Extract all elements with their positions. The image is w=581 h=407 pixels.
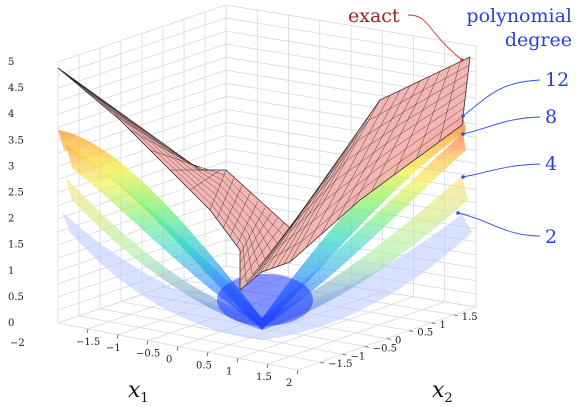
y-tick-label: 1 [440,320,446,331]
exact-surface [57,56,471,291]
z-tick-label: 1.5 [8,240,24,251]
leader-degree-12 [462,79,541,117]
z-tick-label: 4 [8,109,14,120]
gridline-floor [237,296,414,359]
y-axis-ticks: −1.5−1 −0.50 0.5 1 1.5 [320,312,478,370]
x-tick-label: −1 [106,343,121,354]
x2-axis-label: x2 [432,378,453,402]
surface-bowl-bottom [217,274,313,326]
degree-label-2: 2 [545,226,557,248]
exact-mesh-line [57,67,466,268]
x-tick-label: 1.5 [256,372,272,383]
x-tick-mark [296,369,299,375]
x-tick-mark [116,334,119,339]
surface-degree-8 [66,133,466,328]
exact-surface-fill [57,56,471,291]
y-tick-mark [453,314,458,317]
surface-degree-2 [62,212,472,340]
x1-axis-label: x1 [128,378,149,402]
leader-degree-4 [462,163,541,178]
x-axis-ticks: −1.5 −1 −0.5 0 0.5 1 1.5 2 [76,328,299,389]
degree-label-8: 8 [545,106,557,128]
z-tick-label: 2 [8,214,14,225]
y-tick-mark [342,353,347,356]
x-tick-label: 1 [226,366,232,377]
exact-leader-dot [460,58,464,62]
z-tick-label: 2.5 [8,188,24,199]
z-tick-label: 1 [8,266,14,277]
leader-dot-4 [461,175,465,179]
z-tick-label: 0 [8,318,14,329]
x-tick-label: 2 [286,378,292,389]
y-tick-label: −0.5 [373,343,397,354]
z-tick-label: 3 [8,161,14,172]
y-tick-label: 0.5 [417,328,433,339]
poly-title-line2: degree [505,29,572,51]
x-tick-label: −1.5 [76,337,100,348]
z-tick-label: 0.5 [8,292,24,303]
z-tick-label: 5 [8,57,14,68]
leader-degree-2 [457,212,541,237]
leader-degree-8 [462,116,541,135]
z-axis-ticks: 0 0.5 1 1.5 2 2.5 3 3.5 4 4.5 5 [8,57,24,329]
x-tick-mark [176,346,179,351]
y-tick-label: −1 [351,351,366,362]
gridline-floor [267,301,445,365]
y-tick-label: −1.5 [328,359,352,370]
exact-leader-line [407,14,463,61]
x-tick-mark [236,358,239,363]
x-tick-label: −0.5 [136,349,160,360]
x-tick-mark [86,328,89,333]
y-tick-mark [386,338,392,340]
y-tick-label: 1.5 [462,312,478,323]
surface-degree-4 [66,176,468,330]
exact-mesh-line [57,67,465,276]
degree-label-12: 12 [545,69,569,91]
leader-dot-2 [456,211,460,215]
leader-dot-8 [461,132,465,136]
leader-dot-12 [461,114,465,118]
y-tick-mark [409,330,414,333]
x-tick-label: 0.5 [196,360,212,371]
x-tick-mark [206,352,209,357]
exact-surface-mesh [57,61,470,287]
x-tick-label: 0 [166,355,172,366]
y-tick-mark [364,345,369,348]
poly-title-line1: polynomial [466,5,572,27]
z-tick-label: 3.5 [8,135,24,146]
x-tick-mark [146,340,149,345]
y-tick-label: 0 [395,336,401,347]
exact-mesh-line [57,67,467,260]
degree-label-4: 4 [545,153,557,175]
z-tick-label: 4.5 [8,83,24,94]
exact-mesh-line [57,67,464,283]
x-tick-mark [266,364,269,369]
exact-label: exact [348,5,400,27]
y-tick-mark [320,361,325,364]
x-axis-min-label: −2 [10,338,25,349]
y-tick-mark [431,322,436,325]
